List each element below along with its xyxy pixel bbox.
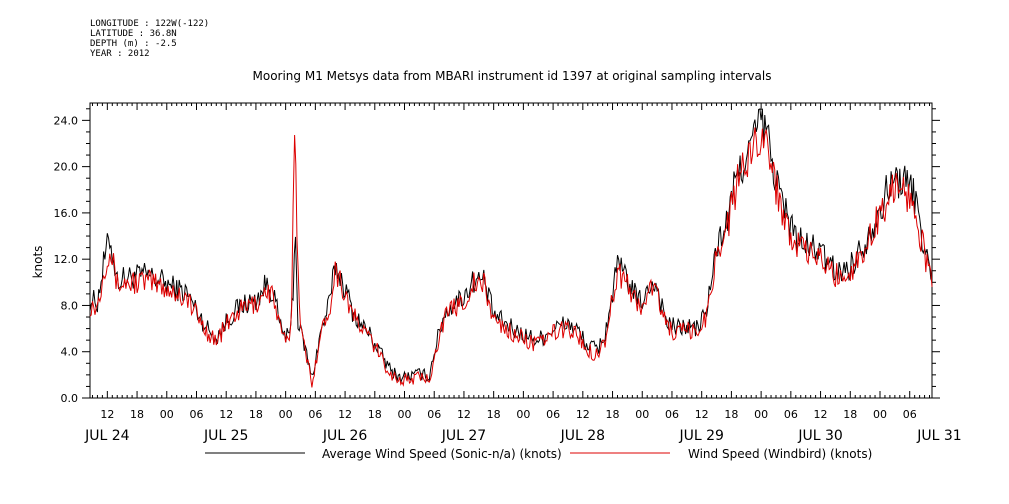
- x-tick-label: 12: [219, 408, 233, 421]
- x-tick-label: 06: [546, 408, 560, 421]
- x-tick-label: 00: [160, 408, 174, 421]
- x-tick-label: 06: [665, 408, 679, 421]
- x-tick-label: 12: [695, 408, 709, 421]
- x-tick-label: 12: [457, 408, 471, 421]
- y-tick-label: 20.0: [54, 161, 79, 174]
- depth-text: DEPTH (m) : -2.5: [90, 39, 177, 49]
- chart-title: Mooring M1 Metsys data from MBARI instru…: [253, 69, 772, 83]
- x-tick-label: 18: [724, 408, 738, 421]
- legend: Average Wind Speed (Sonic-n/a) (knots) Wi…: [205, 447, 872, 461]
- x-tick-label: 12: [338, 408, 352, 421]
- x-tick-label: 00: [635, 408, 649, 421]
- x-tick-label: 12: [100, 408, 114, 421]
- x-tick-label: 18: [249, 408, 263, 421]
- y-tick-labels: 0.0 4.0 8.0 12.0 16.0 20.0 24.0: [54, 114, 79, 405]
- day-label: JUL 24: [84, 428, 130, 444]
- x-tick-label: 00: [754, 408, 768, 421]
- x-tick-label: 06: [784, 408, 798, 421]
- day-label: JUL 25: [203, 428, 248, 444]
- legend-label-windbird: Wind Speed (Windbird) (knots): [688, 447, 872, 461]
- y-tick-label: 0.0: [61, 392, 79, 405]
- series-lines: [89, 108, 933, 388]
- x-tick-label: 00: [398, 408, 412, 421]
- legend-label-average: Average Wind Speed (Sonic-n/a) (knots): [322, 447, 562, 461]
- station-metadata: LONGITUDE : 122W(-122) LATITUDE : 36.8N …: [90, 19, 209, 59]
- x-tick-label: 18: [130, 408, 144, 421]
- x-tick-label: 18: [843, 408, 857, 421]
- day-labels: JUL 24 JUL 25 JUL 26 JUL 27 JUL 28 JUL 29 JUL …: [84, 428, 962, 444]
- day-label: JUL 31: [916, 428, 961, 444]
- x-tick-label: 00: [516, 408, 530, 421]
- y-tick-label: 12.0: [54, 253, 79, 266]
- x-tick-label: 06: [903, 408, 917, 421]
- x-tick-label: 06: [189, 408, 203, 421]
- y-axis-label: knots: [31, 246, 45, 279]
- x-tick-label: 06: [427, 408, 441, 421]
- x-tick-labels: 12 18 00 06 12 18 00 06 12 18 00 06 12 18 00 06 12 18 00 06…: [100, 408, 916, 421]
- y-tick-label: 4.0: [61, 346, 79, 359]
- day-label: JUL 27: [441, 428, 486, 444]
- day-label: JUL 28: [560, 428, 605, 444]
- x-tick-label: 12: [576, 408, 590, 421]
- y-tick-label: 24.0: [54, 114, 79, 127]
- day-label: JUL 30: [797, 428, 842, 444]
- x-tick-label: 12: [814, 408, 828, 421]
- series-line-0: [89, 108, 933, 384]
- x-tick-label: 18: [606, 408, 620, 421]
- x-tick-label: 06: [308, 408, 322, 421]
- year-text: YEAR : 2012: [90, 49, 150, 59]
- latitude-text: LATITUDE : 36.8N: [90, 29, 177, 39]
- x-tick-label: 18: [487, 408, 501, 421]
- series-line-1: [89, 127, 933, 388]
- y-tick-label: 16.0: [54, 207, 79, 220]
- axis-ticks: [82, 103, 940, 399]
- plot-frame: [89, 102, 933, 399]
- x-tick-label: 18: [368, 408, 382, 421]
- x-tick-label: 00: [873, 408, 887, 421]
- y-tick-label: 8.0: [61, 299, 79, 312]
- x-tick-label: 00: [279, 408, 293, 421]
- longitude-text: LONGITUDE : 122W(-122): [90, 19, 210, 29]
- day-label: JUL 26: [322, 428, 368, 444]
- day-label: JUL 29: [678, 428, 723, 444]
